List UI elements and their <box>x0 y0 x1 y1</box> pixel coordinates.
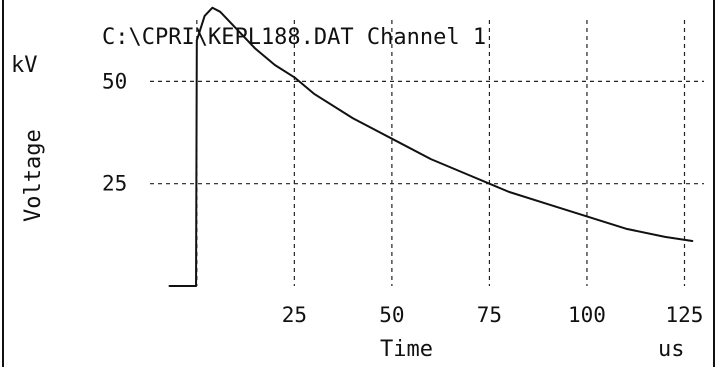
tick-layer: 25 50 75 100 125 25 50 <box>102 69 703 327</box>
y-tick-label-1: 50 <box>102 69 127 93</box>
x-axis-unit: us <box>658 337 685 362</box>
x-tick-label-2: 75 <box>477 303 502 327</box>
voltage-series-line <box>168 6 694 287</box>
grid-layer <box>150 20 704 286</box>
x-tick-label-0: 25 <box>282 303 307 327</box>
x-tick-label-1: 50 <box>379 303 404 327</box>
x-tick-label-4: 125 <box>666 303 704 327</box>
y-tick-label-0: 25 <box>102 172 127 196</box>
y-axis-label: Voltage <box>21 129 46 222</box>
x-tick-label-3: 100 <box>568 303 606 327</box>
y-axis-unit: kV <box>11 53 38 78</box>
x-axis-label: Time <box>380 337 433 362</box>
